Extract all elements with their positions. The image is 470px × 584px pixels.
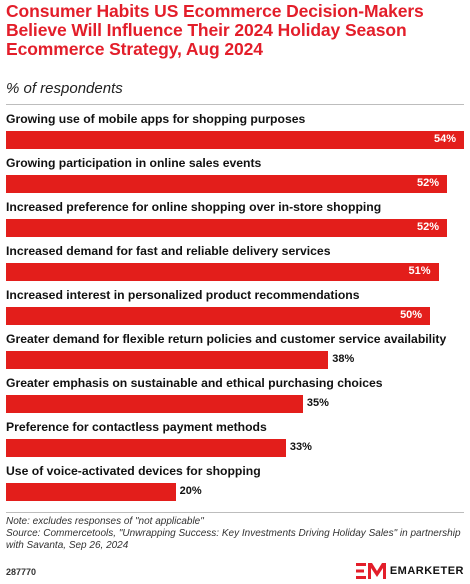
bar-row: Growing participation in online sales ev… <box>0 156 470 196</box>
category-label: Growing use of mobile apps for shopping … <box>6 112 306 126</box>
bar-row: Greater demand for flexible return polic… <box>0 332 470 372</box>
brand-logo-group: EMARKETER <box>355 562 464 580</box>
brand-name: EMARKETER <box>389 565 464 577</box>
bar <box>6 219 448 237</box>
data-label: 35% <box>306 397 329 409</box>
category-label: Use of voice-activated devices for shopp… <box>6 464 261 478</box>
data-label: 51% <box>408 265 431 277</box>
emarketer-logo-icon <box>355 563 386 579</box>
bar <box>6 483 176 501</box>
bar <box>6 395 303 413</box>
category-label: Increased preference for online shopping… <box>6 200 382 214</box>
bar <box>6 351 329 369</box>
category-label: Increased interest in personalized produ… <box>6 288 360 302</box>
chart-title: Consumer Habits US Ecommerce Decision-Ma… <box>6 1 424 59</box>
bar-row: Greater emphasis on sustainable and ethi… <box>0 376 470 416</box>
bar <box>6 307 431 325</box>
bar <box>6 263 439 281</box>
bar-row: Preference for contactless payment metho… <box>0 420 470 460</box>
chart-subtitle: % of respondents <box>6 80 123 97</box>
data-label: 54% <box>434 133 457 145</box>
category-label: Preference for contactless payment metho… <box>6 420 267 434</box>
data-label: 20% <box>179 485 202 497</box>
bar <box>6 175 448 193</box>
category-label: Growing participation in online sales ev… <box>6 156 262 170</box>
bottom-divider <box>6 512 464 513</box>
bar-row: Use of voice-activated devices for shopp… <box>0 464 470 504</box>
chart-source: Source: Commercetools, "Unwrapping Succe… <box>6 528 461 551</box>
top-divider <box>6 104 464 105</box>
chart-note: Note: excludes responses of "not applica… <box>6 516 204 527</box>
chart-id: 287770 <box>6 567 37 577</box>
category-label: Increased demand for fast and reliable d… <box>6 244 331 258</box>
data-label: 38% <box>332 353 355 365</box>
bar <box>6 439 286 457</box>
data-label: 33% <box>289 441 312 453</box>
data-label: 52% <box>417 177 440 189</box>
data-label: 52% <box>417 221 440 233</box>
category-label: Greater emphasis on sustainable and ethi… <box>6 376 383 390</box>
bar-row: Increased preference for online shopping… <box>0 200 470 240</box>
bar <box>6 131 464 149</box>
data-label: 50% <box>400 309 423 321</box>
bar-row: Increased demand for fast and reliable d… <box>0 244 470 284</box>
bar-row: Growing use of mobile apps for shopping … <box>0 112 470 152</box>
category-label: Greater demand for flexible return polic… <box>6 332 447 346</box>
bar-row: Increased interest in personalized produ… <box>0 288 470 328</box>
